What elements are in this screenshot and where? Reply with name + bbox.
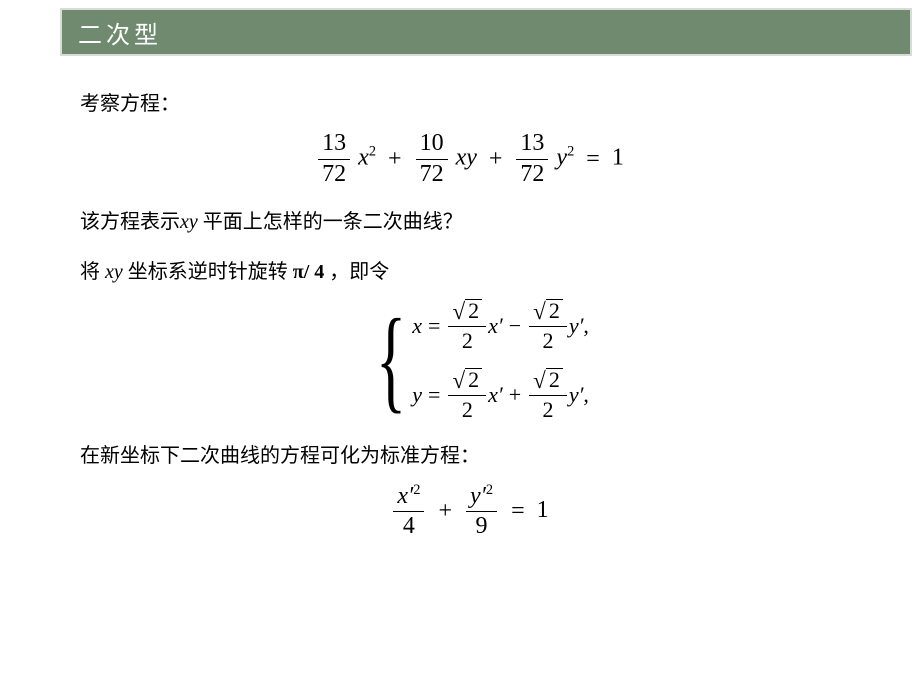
eq1-term3-var: y bbox=[556, 145, 567, 171]
system-row-1: x = √2 2 x′ − √2 2 y′, bbox=[412, 298, 589, 353]
eq1-rhs: 1 bbox=[612, 145, 624, 171]
eq3-term2: y′2 9 bbox=[466, 482, 497, 541]
eq1-term1-frac: 13 72 bbox=[318, 130, 350, 188]
line-intro: 考察方程： bbox=[80, 88, 860, 120]
line-question: 该方程表示xy 平面上怎样的一条二次曲线？ bbox=[80, 206, 860, 238]
eq3-rhs: 1 bbox=[537, 497, 549, 523]
equation-3: x′2 4 + y′2 9 = 1 bbox=[80, 482, 860, 541]
eq1-term2-frac: 10 72 bbox=[416, 130, 448, 188]
slide: 二次型 考察方程： 13 72 x2 + 10 72 xy + 13 72 y2… bbox=[0, 0, 920, 690]
eq3-term1: x′2 4 bbox=[393, 482, 424, 541]
slide-body: 考察方程： 13 72 x2 + 10 72 xy + 13 72 y2 = 1… bbox=[80, 88, 860, 559]
line-rotation: 将 xy 坐标系逆时针旋转 π/ 4 ，即令 bbox=[80, 256, 860, 288]
equation-1: 13 72 x2 + 10 72 xy + 13 72 y2 = 1 bbox=[80, 130, 860, 188]
equation-system: { x = √2 2 x′ − √2 2 bbox=[80, 298, 860, 422]
header-bar: 二次型 bbox=[60, 8, 912, 56]
left-brace-icon: { bbox=[376, 298, 406, 422]
header-title: 二次型 bbox=[78, 15, 162, 50]
system-row-2: y = √2 2 x′ + √2 2 y′, bbox=[412, 367, 589, 422]
eq1-term2-var: xy bbox=[456, 145, 477, 171]
system-rows: x = √2 2 x′ − √2 2 y′, bbox=[412, 298, 589, 422]
eq1-term3-frac: 13 72 bbox=[516, 130, 548, 188]
eq1-term1-var: x bbox=[358, 145, 369, 171]
line-standard-form: 在新坐标下二次曲线的方程可化为标准方程： bbox=[80, 440, 860, 472]
